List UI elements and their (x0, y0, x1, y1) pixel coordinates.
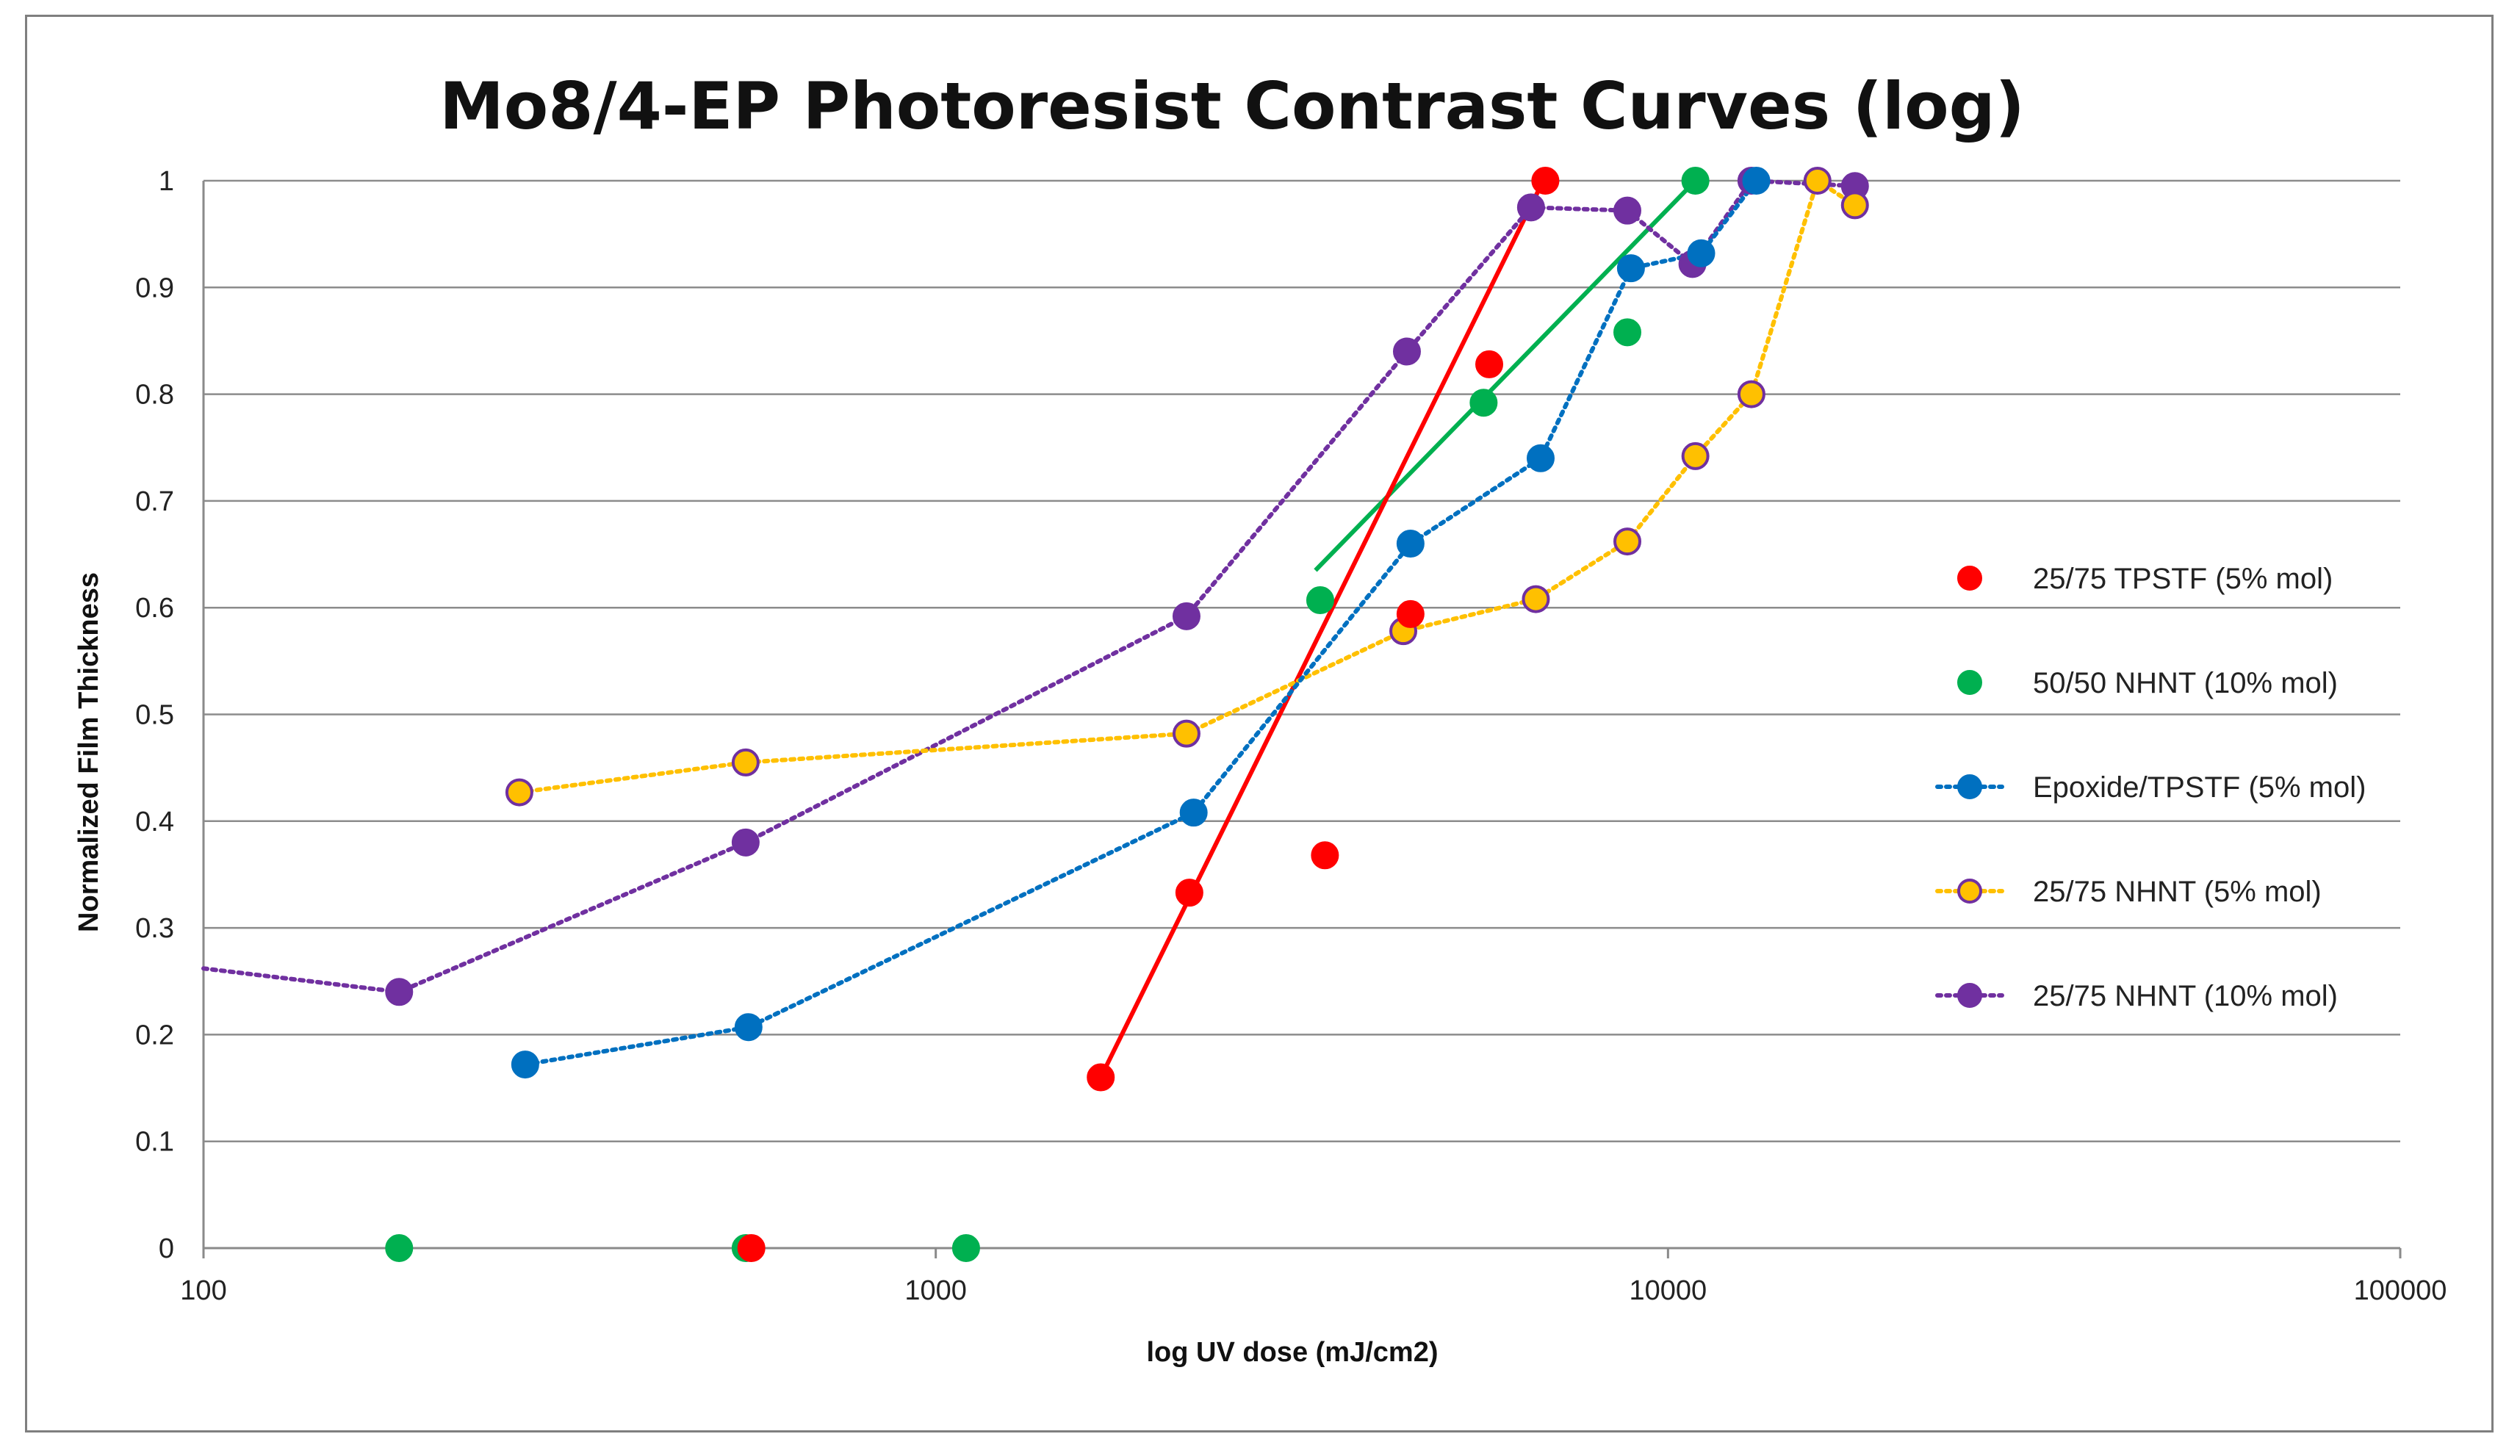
legend-marker-50-50-nhnt-10-mol (1957, 670, 1982, 695)
data-point-25-75-nhnt-10-mol (1392, 337, 1421, 366)
data-point-25-75-nhnt-5-mol (1172, 719, 1200, 748)
x-axis-ticks: 100 1000 10000 100000 (180, 1248, 2447, 1306)
data-point-50-50-nhnt-10-mol (1613, 318, 1642, 347)
series-line-epoxide-tpstf-5-mol (522, 179, 1759, 1067)
y-tick-label: 0.7 (135, 486, 174, 517)
legend-marker-epoxide-tpstf-5-mol (1957, 774, 1982, 799)
data-point-25-75-nhnt-10-mol (1613, 196, 1642, 225)
series-line-25-75-nhnt-10-mol (201, 178, 1857, 995)
y-tick-label: 0.5 (135, 700, 174, 731)
data-point-50-50-nhnt-10-mol (951, 1234, 980, 1262)
y-tick-label: 0.3 (135, 913, 174, 944)
data-point-epoxide-tpstf-5-mol (511, 1050, 539, 1079)
legend-item-50-50-nhnt-10-mol: 50/50 NHNT (10% mol) (1957, 667, 2338, 699)
data-point-25-75-nhnt-5-mol (505, 778, 533, 807)
data-point-epoxide-tpstf-5-mol (1396, 530, 1425, 558)
legend-label: 25/75 NHNT (5% mol) (2033, 876, 2322, 908)
data-point-25-75-tpstf-5-mol (1175, 879, 1203, 907)
y-axis-title: Normalized Film Thickness (73, 572, 104, 932)
grid (202, 179, 2400, 1250)
y-axis-ticks: 0 0.1 0.2 0.3 0.4 0.5 0.6 0.7 0.8 0.9 1 (135, 166, 174, 1264)
y-tick-label: 0 (159, 1233, 174, 1264)
legend: 25/75 TPSTF (5% mol) 50/50 NHNT (10% mol)… (1935, 563, 2366, 1012)
data-point-25-75-nhnt-10-mol (731, 828, 760, 857)
series-lines (201, 177, 1857, 1067)
legend-marker-25-75-nhnt-10-mol (1957, 983, 1982, 1008)
data-point-25-75-tpstf-5-mol (1475, 350, 1504, 378)
legend-item-epoxide-tpstf-5-mol: Epoxide/TPSTF (5% mol) (1935, 771, 2366, 804)
data-point-50-50-nhnt-10-mol (385, 1234, 414, 1262)
legend-label: Epoxide/TPSTF (5% mol) (2033, 771, 2366, 804)
chart: Mo8/4-EP Photoresist Contrast Curves (lo… (73, 68, 2447, 1368)
legend-marker-25-75-tpstf-5-mol (1957, 566, 1982, 591)
data-point-25-75-nhnt-5-mol (731, 748, 760, 776)
data-point-25-75-tpstf-5-mol (1087, 1063, 1115, 1092)
data-point-25-75-nhnt-10-mol (385, 978, 414, 1006)
x-tick-label: 10000 (1629, 1275, 1707, 1306)
data-point-epoxide-tpstf-5-mol (1526, 444, 1555, 472)
legend-item-25-75-nhnt-5-mol: 25/75 NHNT (5% mol) (1935, 876, 2322, 908)
data-point-25-75-nhnt-5-mol (1737, 380, 1765, 408)
markers (385, 167, 1869, 1262)
data-point-25-75-tpstf-5-mol (1311, 841, 1339, 870)
y-tick-label: 0.1 (135, 1127, 174, 1158)
legend-marker-25-75-nhnt-5-mol (1957, 879, 1982, 904)
data-point-epoxide-tpstf-5-mol (1179, 799, 1208, 827)
y-tick-label: 0.2 (135, 1020, 174, 1050)
data-point-epoxide-tpstf-5-mol (734, 1013, 763, 1042)
data-point-50-50-nhnt-10-mol (1681, 167, 1710, 195)
y-tick-label: 0.4 (135, 807, 174, 837)
legend-item-25-75-nhnt-10-mol: 25/75 NHNT (10% mol) (1935, 980, 2338, 1012)
x-tick-label: 100 (180, 1275, 226, 1306)
data-point-25-75-tpstf-5-mol (1396, 599, 1425, 628)
y-tick-label: 0.9 (135, 273, 174, 303)
data-point-25-75-nhnt-5-mol (1840, 191, 1869, 220)
y-tick-label: 0.6 (135, 593, 174, 624)
data-point-25-75-nhnt-5-mol (1681, 442, 1710, 470)
data-point-25-75-nhnt-10-mol (1172, 602, 1200, 630)
legend-item-25-75-tpstf-5-mol: 25/75 TPSTF (5% mol) (1957, 563, 2333, 595)
data-point-50-50-nhnt-10-mol (1469, 389, 1498, 417)
data-point-25-75-nhnt-5-mol (1803, 167, 1832, 195)
fit-lines (1098, 179, 1697, 1078)
data-point-epoxide-tpstf-5-mol (1742, 167, 1771, 195)
legend-label: 25/75 TPSTF (5% mol) (2033, 563, 2333, 595)
series-line-25-75-nhnt-5-mol (516, 177, 1857, 795)
data-point-epoxide-tpstf-5-mol (1616, 254, 1645, 283)
chart-frame: Mo8/4-EP Photoresist Contrast Curves (lo… (25, 15, 2494, 1432)
x-tick-label: 1000 (904, 1275, 967, 1306)
data-point-25-75-tpstf-5-mol (737, 1234, 766, 1262)
data-point-25-75-nhnt-5-mol (1522, 585, 1550, 613)
data-point-50-50-nhnt-10-mol (1306, 586, 1334, 615)
x-axis-title: log UV dose (mJ/cm2) (1147, 1337, 1439, 1368)
legend-label: 25/75 NHNT (10% mol) (2033, 980, 2338, 1012)
data-point-25-75-tpstf-5-mol (1531, 167, 1560, 195)
legend-label: 50/50 NHNT (10% mol) (2033, 667, 2338, 699)
trendline-50-50-nhnt-10-mol (1314, 179, 1697, 572)
data-point-25-75-nhnt-10-mol (1516, 193, 1545, 222)
data-point-epoxide-tpstf-5-mol (1687, 239, 1716, 267)
x-tick-label: 100000 (2354, 1275, 2447, 1306)
y-tick-label: 1 (159, 166, 174, 197)
trendline-25-75-tpstf-5-mol (1098, 184, 1543, 1078)
data-point-25-75-nhnt-5-mol (1613, 527, 1642, 556)
y-tick-label: 0.8 (135, 380, 174, 411)
chart-title: Mo8/4-EP Photoresist Contrast Curves (lo… (439, 68, 2025, 144)
